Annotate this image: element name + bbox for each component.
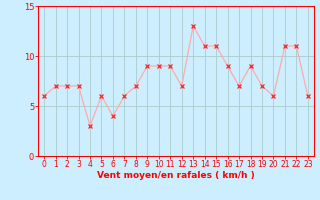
X-axis label: Vent moyen/en rafales ( km/h ): Vent moyen/en rafales ( km/h ) xyxy=(97,171,255,180)
